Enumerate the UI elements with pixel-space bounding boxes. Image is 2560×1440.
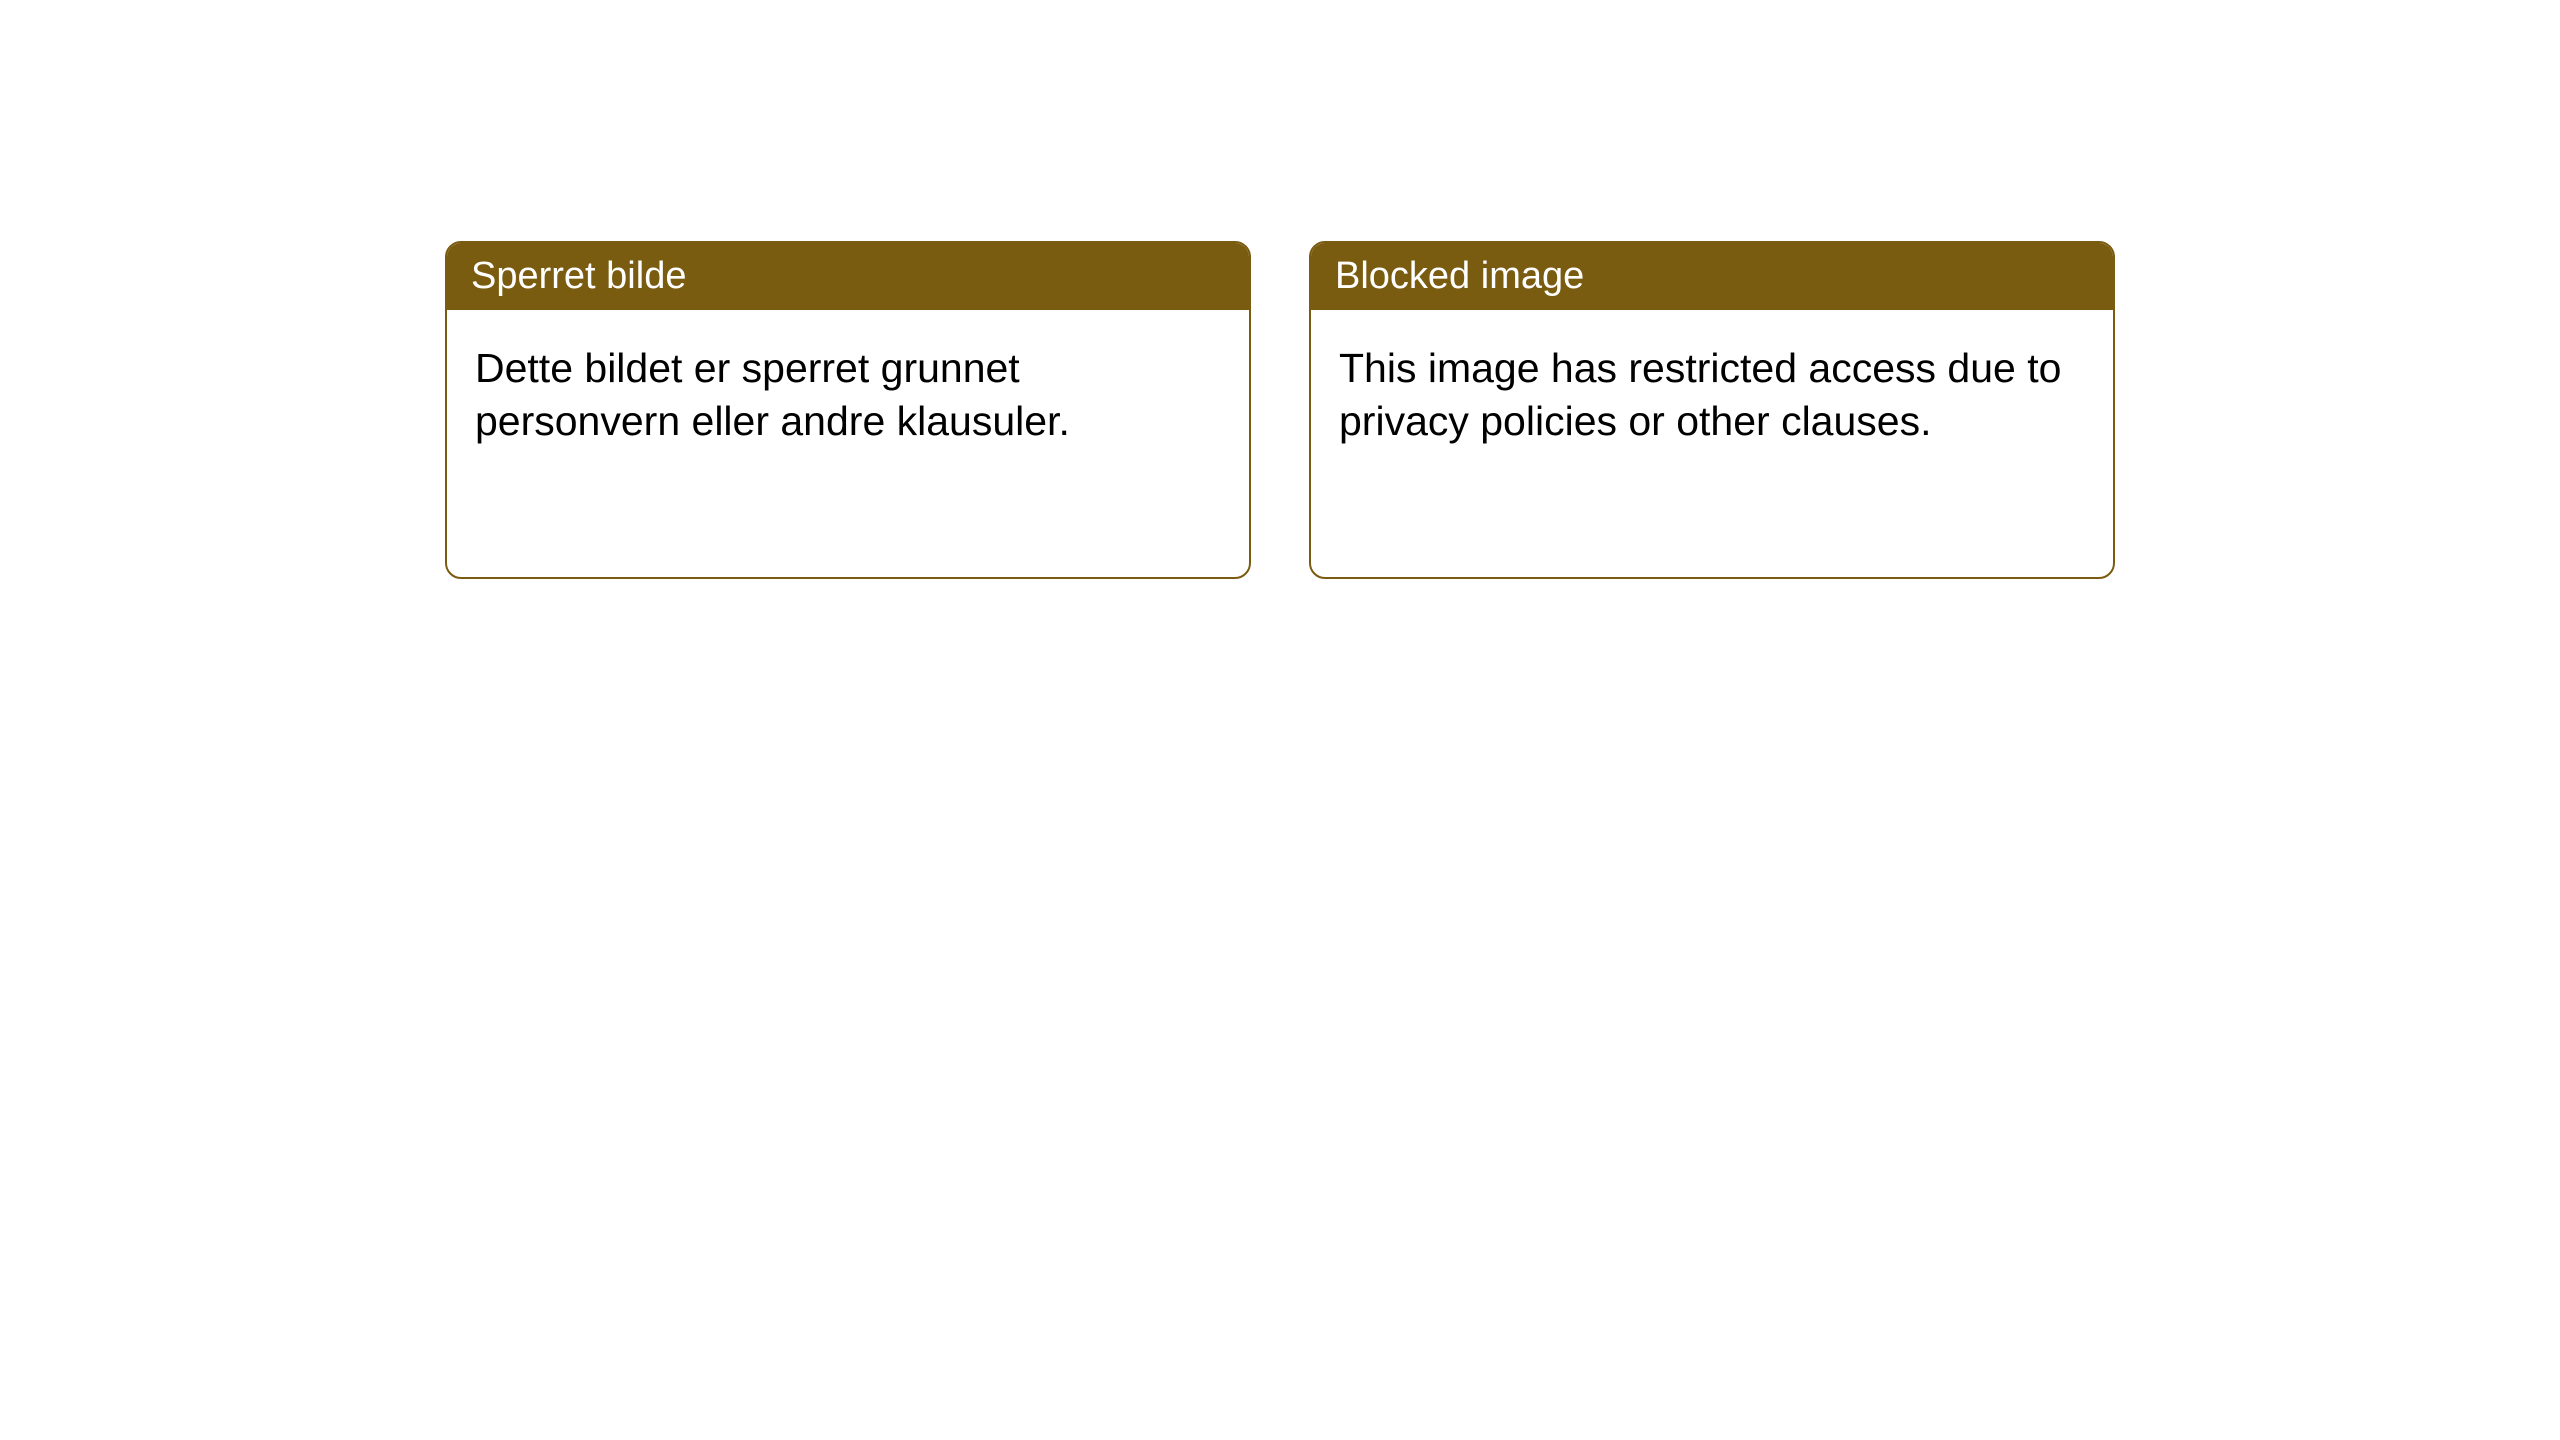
card-header-norwegian: Sperret bilde [447,243,1249,310]
blocked-image-cards: Sperret bilde Dette bildet er sperret gr… [445,241,2115,579]
card-norwegian: Sperret bilde Dette bildet er sperret gr… [445,241,1251,579]
card-body-english: This image has restricted access due to … [1311,310,2113,481]
card-english: Blocked image This image has restricted … [1309,241,2115,579]
card-body-norwegian: Dette bildet er sperret grunnet personve… [447,310,1249,481]
card-header-english: Blocked image [1311,243,2113,310]
